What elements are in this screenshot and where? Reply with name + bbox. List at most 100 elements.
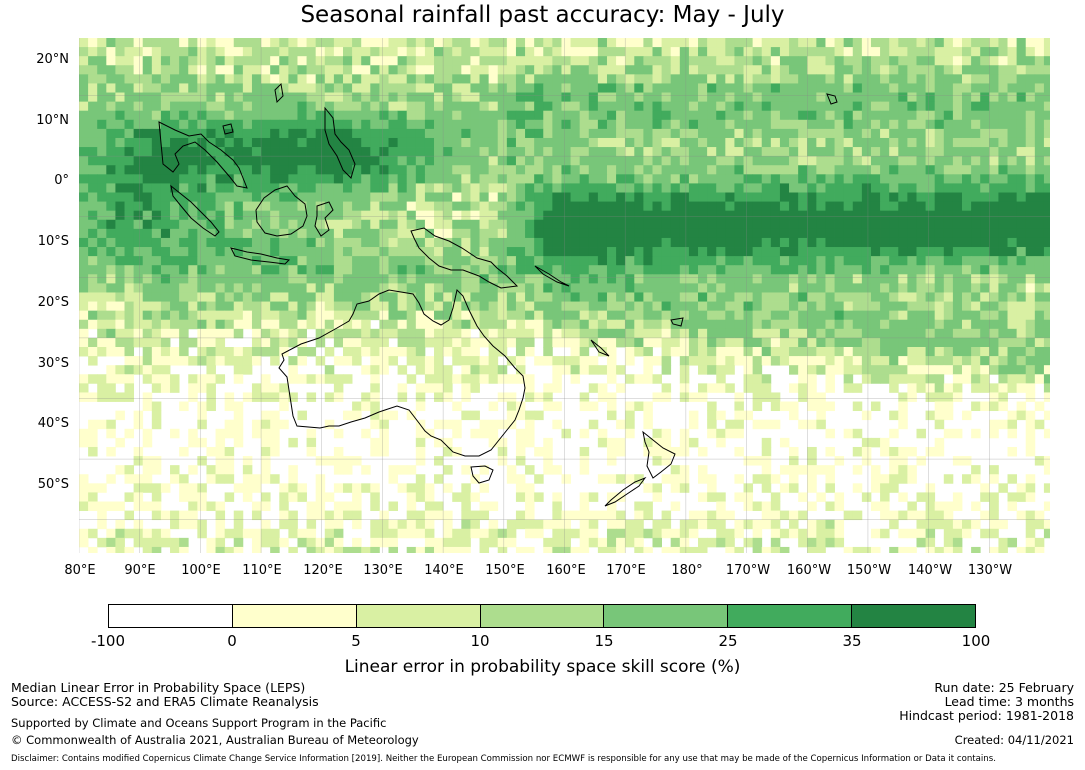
skill-cell [342, 347, 353, 357]
skill-cell [597, 474, 608, 484]
skill-cell [925, 274, 936, 284]
skill-cell [934, 356, 945, 366]
skill-cell [261, 446, 271, 457]
skill-cell [825, 446, 835, 457]
skill-cell [279, 510, 289, 521]
skill-cell [1034, 192, 1045, 202]
skill-cell [233, 301, 244, 312]
skill-cell [342, 328, 353, 339]
skill-cell [552, 537, 562, 548]
skill-cell [907, 38, 917, 48]
skill-cell [916, 192, 926, 202]
skill-cell [88, 228, 98, 239]
skill-cell [197, 110, 207, 121]
skill-cell [934, 347, 945, 357]
skill-cell [324, 137, 335, 148]
skill-cell [470, 365, 480, 375]
skill-cell [388, 347, 399, 357]
skill-cell [151, 92, 162, 103]
skill-cell [870, 247, 881, 257]
skill-cell [880, 192, 890, 202]
skill-cell [206, 119, 216, 130]
skill-cell [115, 56, 125, 66]
skill-cell [206, 546, 216, 553]
skill-map[interactable] [79, 38, 1050, 553]
skill-cell [1025, 247, 1036, 257]
skill-cell [497, 310, 508, 321]
skill-cell [861, 265, 872, 275]
skill-cell [279, 501, 289, 511]
skill-cell [962, 283, 972, 293]
skill-cell [789, 446, 799, 457]
skill-cell [133, 356, 144, 366]
skill-cell [434, 92, 444, 103]
skill-cell [570, 183, 581, 193]
skill-cell [807, 174, 817, 184]
skill-cell [1007, 156, 1018, 166]
skill-cell [224, 183, 235, 193]
skill-cell [342, 92, 353, 103]
skill-cell [1007, 119, 1018, 130]
skill-cell [625, 283, 635, 293]
skill-cell [133, 456, 144, 466]
skill-cell [1025, 519, 1036, 530]
skill-cell [497, 38, 508, 48]
skill-cell [215, 292, 226, 302]
skill-cell [115, 374, 125, 384]
skill-cell [133, 328, 144, 339]
skill-cell [352, 410, 362, 421]
skill-cell [151, 165, 162, 175]
skill-cell [971, 47, 981, 57]
skill-cell [1034, 283, 1045, 293]
skill-cell [406, 237, 417, 248]
skill-cell [798, 228, 808, 239]
skill-cell [934, 83, 945, 93]
skill-cell [470, 228, 480, 239]
skill-cell [133, 410, 144, 421]
skill-cell [716, 192, 726, 202]
skill-cell [925, 374, 936, 384]
skill-cell [789, 92, 799, 103]
skill-cell [761, 165, 772, 175]
skill-cell [898, 210, 908, 221]
skill-cell [998, 310, 1008, 321]
skill-cell [242, 128, 253, 139]
skill-cell [925, 65, 936, 75]
skill-cell [679, 356, 690, 366]
skill-cell [506, 410, 517, 421]
skill-cell [361, 483, 371, 493]
skill-cell [779, 38, 790, 48]
skill-cell [488, 365, 499, 375]
skill-cell [88, 310, 98, 321]
skill-cell [215, 546, 226, 553]
skill-cell [825, 265, 835, 275]
skill-cell [388, 92, 399, 103]
skill-cell [324, 119, 335, 130]
skill-cell [661, 474, 672, 484]
skill-cell [497, 156, 508, 166]
skill-cell [434, 119, 444, 130]
skill-cell [79, 147, 89, 157]
skill-cell [725, 537, 735, 548]
skill-cell [179, 247, 189, 257]
skill-cell [734, 128, 744, 139]
skill-cell [1034, 56, 1045, 66]
skill-cell [224, 83, 235, 93]
skill-cell [497, 328, 508, 339]
skill-cell [843, 292, 854, 302]
skill-cell [679, 292, 690, 302]
skill-cell [106, 237, 116, 248]
skill-cell [943, 128, 954, 139]
skill-cell [106, 210, 116, 221]
skill-cell [561, 528, 571, 539]
skill-cell [925, 383, 936, 393]
skill-cell [370, 165, 380, 175]
skill-cell [370, 156, 380, 166]
skill-cell [324, 419, 335, 430]
skill-cell [825, 38, 835, 48]
skill-cell [570, 528, 581, 539]
skill-cell [388, 74, 399, 84]
skill-cell [406, 156, 417, 166]
skill-cell [497, 265, 508, 275]
skill-cell [534, 119, 544, 130]
